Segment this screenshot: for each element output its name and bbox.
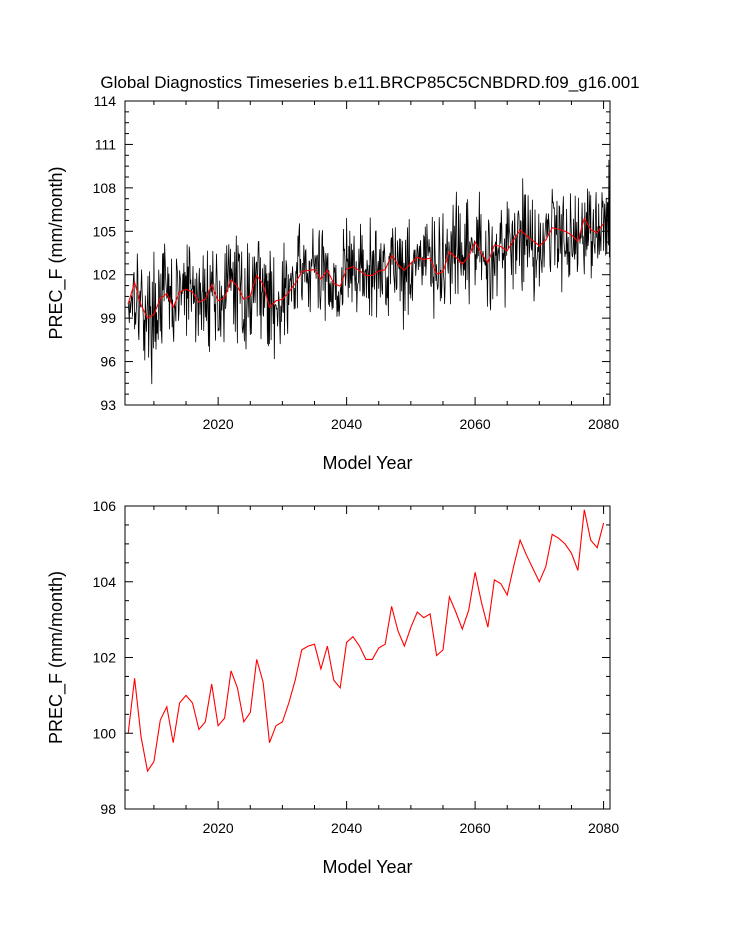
x-axis-title: Model Year [322, 453, 412, 473]
y-tick-label: 93 [100, 397, 116, 413]
y-tick-label: 111 [95, 136, 116, 152]
y-tick-label: 99 [100, 310, 116, 326]
x-axis-title: Model Year [322, 857, 412, 877]
x-tick-label: 2060 [460, 820, 491, 836]
x-tick-label: 2080 [588, 820, 619, 836]
series-annual_mean [127, 216, 605, 319]
x-tick-label: 2060 [460, 416, 491, 432]
series-annual_mean [127, 509, 605, 773]
y-tick-label: 114 [94, 93, 117, 109]
series-monthly [127, 159, 610, 385]
y-tick-label: 105 [93, 223, 117, 239]
y-tick-label: 108 [93, 180, 117, 196]
y-tick-label: 102 [93, 267, 117, 283]
x-tick-label: 2020 [203, 820, 234, 836]
x-tick-label: 2040 [331, 416, 362, 432]
y-tick-label: 106 [93, 498, 117, 514]
y-axis-title: PREC_F (mm/month) [46, 166, 67, 339]
panel-bottom: 98 100 102 104 106 2020 2040 2060 2080 Model Year… [46, 498, 619, 877]
plot-frame [124, 505, 611, 810]
panel-top: 93 96 99 102 105 108 111 114 2020 2040 2060 2080 Mod… [46, 93, 619, 473]
y-tick-label: 102 [93, 650, 117, 666]
x-tick-label: 2080 [588, 416, 619, 432]
figure-title: Global Diagnostics Timeseries b.e11.BRCP… [100, 73, 639, 92]
y-tick-label: 98 [100, 801, 116, 817]
y-axis-title: PREC_F (mm/month) [46, 571, 67, 744]
y-tick-label: 104 [93, 574, 117, 590]
y-tick-label: 100 [93, 725, 117, 741]
y-tick-label: 96 [100, 354, 116, 370]
x-tick-label: 2040 [331, 820, 362, 836]
x-tick-label: 2020 [203, 416, 234, 432]
